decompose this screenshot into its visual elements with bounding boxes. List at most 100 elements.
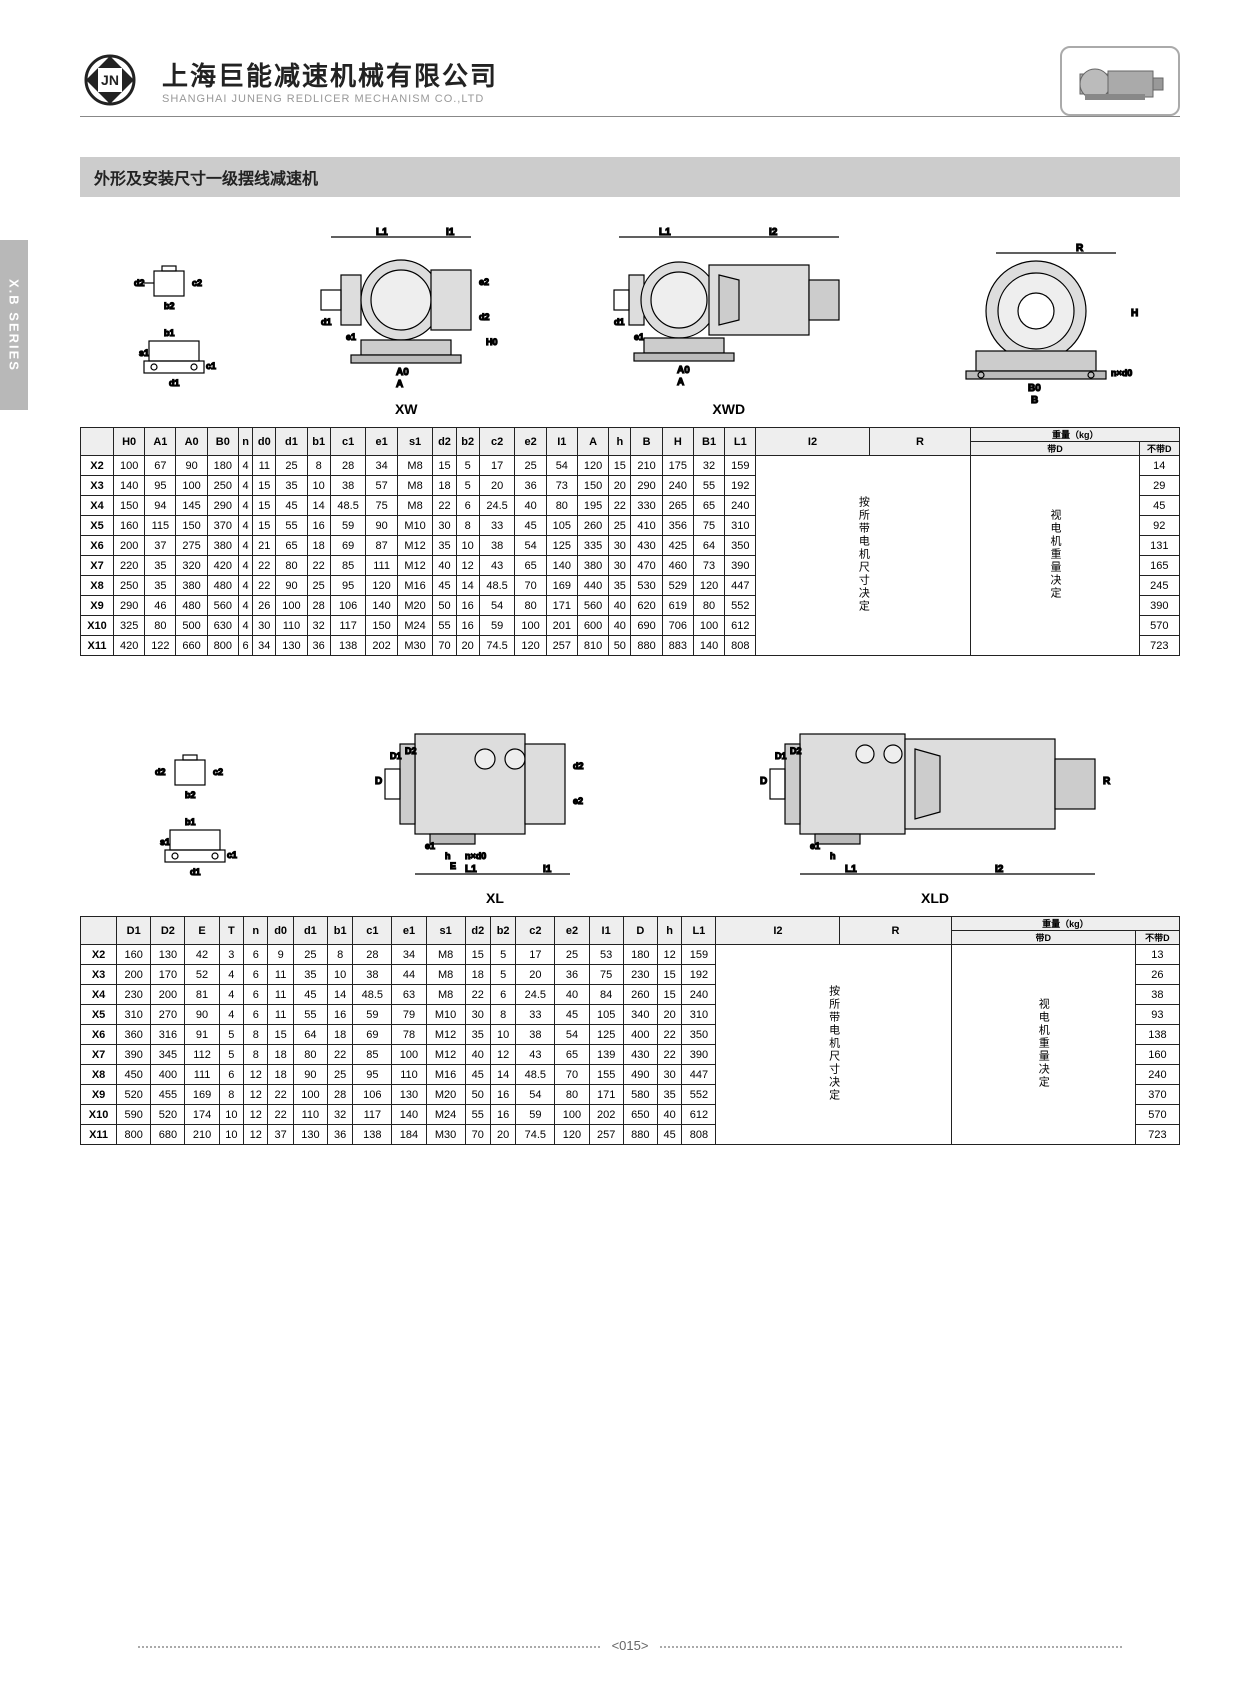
cell: 201 xyxy=(546,616,577,636)
cell: 55 xyxy=(433,616,456,636)
cell: 25 xyxy=(293,945,327,965)
cell: 50 xyxy=(465,1085,490,1105)
cell: 30 xyxy=(433,516,456,536)
cell: 6 xyxy=(244,985,268,1005)
cell: 160 xyxy=(114,516,145,536)
cell: 25 xyxy=(276,456,307,476)
cell: 45 xyxy=(465,1065,490,1085)
cell: 38 xyxy=(353,965,392,985)
cell: 120 xyxy=(555,1125,589,1145)
row-label: X6 xyxy=(81,536,114,556)
cell-weight: 13 xyxy=(1135,945,1179,965)
cell: 120 xyxy=(693,576,724,596)
row-label: X9 xyxy=(81,596,114,616)
cell: 320 xyxy=(176,556,207,576)
cell: 59 xyxy=(330,516,366,536)
diagram-xw: L1 I1 d1e1 e2d2 H0 A0A XW xyxy=(291,225,521,417)
cell: 30 xyxy=(609,536,631,556)
cell: 75 xyxy=(589,965,623,985)
page-number: <015> xyxy=(612,1638,649,1653)
cell: 356 xyxy=(662,516,693,536)
cell: 150 xyxy=(176,516,207,536)
cell: 35 xyxy=(145,556,176,576)
svg-text:L1: L1 xyxy=(845,864,857,875)
cell: 650 xyxy=(623,1105,657,1125)
cell: 230 xyxy=(623,965,657,985)
cell: 880 xyxy=(631,636,662,656)
cell: 8 xyxy=(307,456,330,476)
col-header: c1 xyxy=(353,917,392,945)
cell: 84 xyxy=(589,985,623,1005)
cell: 22 xyxy=(253,556,276,576)
col-header: s1 xyxy=(397,428,433,456)
cell: 335 xyxy=(577,536,608,556)
svg-text:L1: L1 xyxy=(659,227,671,238)
col-header: R xyxy=(869,428,971,456)
svg-text:D1: D1 xyxy=(390,751,402,761)
svg-text:d1: d1 xyxy=(321,317,332,327)
svg-text:b2: b2 xyxy=(185,790,196,800)
row-label: X3 xyxy=(81,965,117,985)
cell: 64 xyxy=(693,536,724,556)
cell: 560 xyxy=(577,596,608,616)
svg-text:b2: b2 xyxy=(164,301,175,311)
col-header: D2 xyxy=(151,917,185,945)
cell: 500 xyxy=(176,616,207,636)
cell: 140 xyxy=(392,1105,426,1125)
cell: 8 xyxy=(244,1045,268,1065)
svg-text:n×d0: n×d0 xyxy=(465,851,486,861)
cell: 430 xyxy=(623,1045,657,1065)
row-label: X5 xyxy=(81,516,114,536)
cell: 660 xyxy=(176,636,207,656)
cell: 400 xyxy=(623,1025,657,1045)
cell: 159 xyxy=(725,456,756,476)
cell: 90 xyxy=(185,1005,219,1025)
diagram-xwd: L1 I2 d1e1 A0A XWD xyxy=(589,225,869,417)
cell: 20 xyxy=(456,636,479,656)
cell: 150 xyxy=(577,476,608,496)
col-header: A0 xyxy=(176,428,207,456)
svg-text:I1: I1 xyxy=(543,864,552,875)
cell: 883 xyxy=(662,636,693,656)
cell: 64 xyxy=(293,1025,327,1045)
diagram-shaft-detail-2: d2b2c2 b1s1 d1c1 xyxy=(135,750,245,906)
cell: 28 xyxy=(330,456,366,476)
cell: 560 xyxy=(207,596,238,616)
cell: 46 xyxy=(145,596,176,616)
cell: 4 xyxy=(219,1005,243,1025)
cell: 200 xyxy=(151,985,185,1005)
row-label: X8 xyxy=(81,1065,117,1085)
cell: 310 xyxy=(682,1005,716,1025)
cell: 67 xyxy=(145,456,176,476)
cell-weight: 240 xyxy=(1135,1065,1179,1085)
cell: 480 xyxy=(207,576,238,596)
svg-text:R: R xyxy=(1076,243,1084,254)
cell: M16 xyxy=(426,1065,465,1085)
cell: 80 xyxy=(555,1085,589,1105)
cell: 310 xyxy=(117,1005,151,1025)
cell: 808 xyxy=(682,1125,716,1145)
col-header: d1 xyxy=(293,917,327,945)
cell: M8 xyxy=(426,985,465,1005)
cell: 100 xyxy=(555,1105,589,1125)
svg-text:c2: c2 xyxy=(213,767,223,777)
cell: 5 xyxy=(490,945,515,965)
cell: M8 xyxy=(397,456,433,476)
cell: 15 xyxy=(465,945,490,965)
cell: 4 xyxy=(238,476,252,496)
cell: 22 xyxy=(268,1105,293,1125)
cell: 37 xyxy=(268,1125,293,1145)
cell: 36 xyxy=(515,476,546,496)
svg-text:D1: D1 xyxy=(775,751,787,761)
cell: 22 xyxy=(657,1045,681,1065)
cell: 16 xyxy=(490,1085,515,1105)
cell: 250 xyxy=(207,476,238,496)
cell: 265 xyxy=(662,496,693,516)
cell: 11 xyxy=(268,1005,293,1025)
cell: 420 xyxy=(114,636,145,656)
cell: 15 xyxy=(253,476,276,496)
cell: 55 xyxy=(276,516,307,536)
cell: 200 xyxy=(117,965,151,985)
cell: 45 xyxy=(657,1125,681,1145)
cell: 360 xyxy=(117,1025,151,1045)
